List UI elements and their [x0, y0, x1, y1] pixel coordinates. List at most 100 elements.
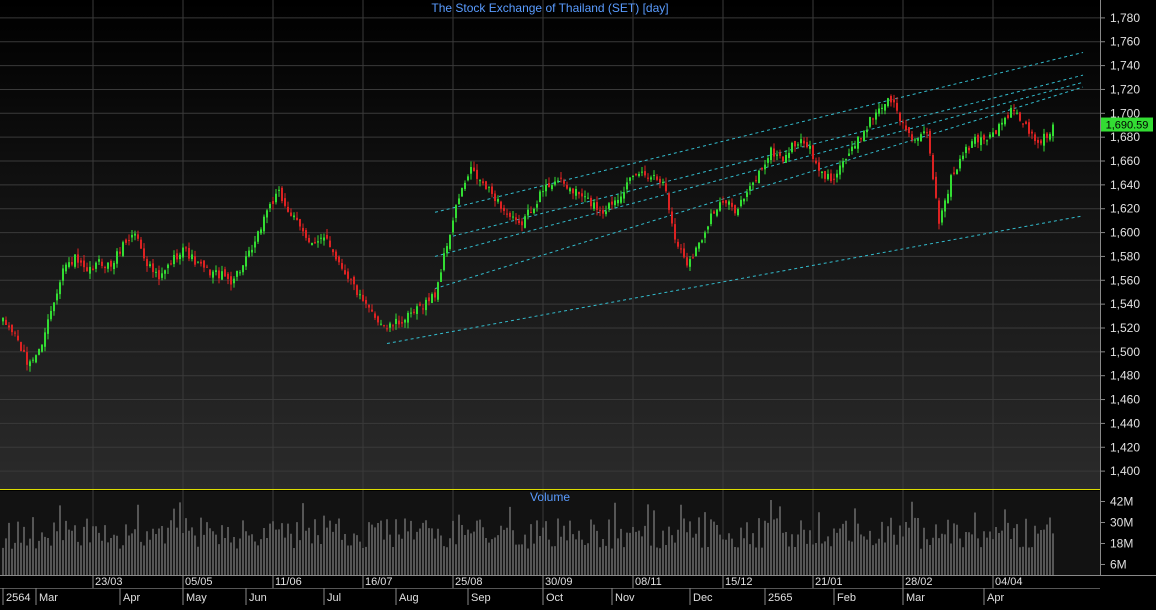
candle-body — [698, 242, 700, 249]
candle-body — [548, 183, 550, 188]
candle-body — [902, 122, 904, 124]
candle-body — [869, 117, 871, 127]
price-tick-label: 1,640 — [1110, 178, 1140, 192]
candle-body — [791, 142, 793, 153]
date-label: 28/02 — [905, 576, 933, 588]
candle-body — [668, 193, 670, 210]
price-tick-label: 1,600 — [1110, 226, 1140, 240]
candle-body — [605, 211, 607, 215]
candle-body — [881, 107, 883, 109]
candle-body — [608, 203, 610, 210]
candle-body — [80, 260, 82, 263]
candle-body — [149, 264, 151, 267]
candle-body — [983, 135, 985, 140]
date-label: 05/05 — [185, 576, 213, 588]
volume-tick-label: 42M — [1110, 495, 1133, 509]
candle-body — [704, 232, 706, 238]
candle-body — [665, 183, 667, 192]
candle-body — [536, 204, 538, 208]
candle-body — [1010, 107, 1012, 118]
candle-body — [674, 224, 676, 240]
candle-body — [152, 263, 154, 273]
candle-body — [938, 200, 940, 224]
candle-body — [989, 134, 991, 138]
price-tick-label: 1,440 — [1110, 416, 1140, 430]
candle-body — [968, 147, 970, 151]
candle-body — [245, 256, 247, 267]
candle-body — [527, 209, 529, 216]
candle-body — [626, 182, 628, 190]
candle-body — [17, 335, 19, 341]
candle-body — [560, 177, 562, 179]
candle-body — [410, 312, 412, 314]
candle-body — [107, 262, 109, 269]
candle-body — [1049, 134, 1051, 140]
candle-body — [779, 152, 781, 156]
candle-body — [875, 112, 877, 120]
candle-body — [728, 201, 730, 205]
candle-body — [854, 146, 856, 149]
candle-body — [305, 230, 307, 238]
candle-body — [263, 216, 265, 232]
candle-body — [164, 270, 166, 274]
candle-body — [137, 234, 139, 239]
candle-body — [623, 192, 625, 199]
volume-axis: 6M 18M 30M 42M — [1100, 495, 1133, 572]
price-tick-label: 1,520 — [1110, 321, 1140, 335]
candle-body — [389, 323, 391, 328]
candle-body — [20, 342, 22, 352]
candle-body — [755, 180, 757, 182]
candle-body — [197, 261, 199, 263]
candle-body — [737, 209, 739, 216]
candle-body — [656, 176, 658, 180]
candle-body — [335, 251, 337, 260]
date-label: 11/06 — [275, 576, 302, 588]
candle-body — [401, 322, 403, 324]
price-tick-label: 1,700 — [1110, 106, 1140, 120]
candle-body — [44, 332, 46, 347]
candle-body — [887, 98, 889, 107]
candle-body — [722, 201, 724, 203]
candle-body — [644, 171, 646, 176]
candle-body — [455, 205, 457, 218]
candle-body — [1025, 121, 1027, 124]
candle-body — [356, 285, 358, 295]
candle-body — [41, 344, 43, 352]
candle-body — [77, 254, 79, 263]
last-price-label: 1,690.59 — [1106, 120, 1149, 132]
candle-body — [314, 242, 316, 244]
candle-body — [590, 197, 592, 207]
candle-body — [395, 318, 397, 324]
candle-body — [785, 155, 787, 163]
candle-body — [260, 229, 262, 234]
grid-lines — [0, 0, 1100, 575]
candle-body — [425, 299, 427, 311]
candle-body — [119, 251, 121, 254]
candle-body — [29, 361, 31, 367]
candle-body — [1046, 133, 1048, 139]
candlesticks — [2, 94, 1054, 372]
candle-body — [512, 216, 514, 218]
candle-body — [392, 325, 394, 327]
candle-body — [104, 266, 106, 269]
candle-body — [920, 134, 922, 142]
candle-body — [743, 198, 745, 202]
candle-body — [266, 210, 268, 218]
candle-body — [950, 175, 952, 197]
candle-body — [803, 140, 805, 144]
candle-body — [914, 139, 916, 141]
candle-body — [848, 153, 850, 156]
candle-body — [530, 212, 532, 214]
candle-body — [1007, 115, 1009, 119]
price-tick-label: 1,580 — [1110, 249, 1140, 263]
candle-body — [593, 202, 595, 209]
candle-body — [32, 359, 34, 361]
candle-body — [110, 260, 112, 267]
candle-body — [752, 182, 754, 186]
candle-body — [299, 219, 301, 227]
candle-body — [95, 262, 97, 269]
price-tick-label: 1,660 — [1110, 154, 1140, 168]
candle-body — [764, 164, 766, 170]
candle-body — [740, 199, 742, 207]
